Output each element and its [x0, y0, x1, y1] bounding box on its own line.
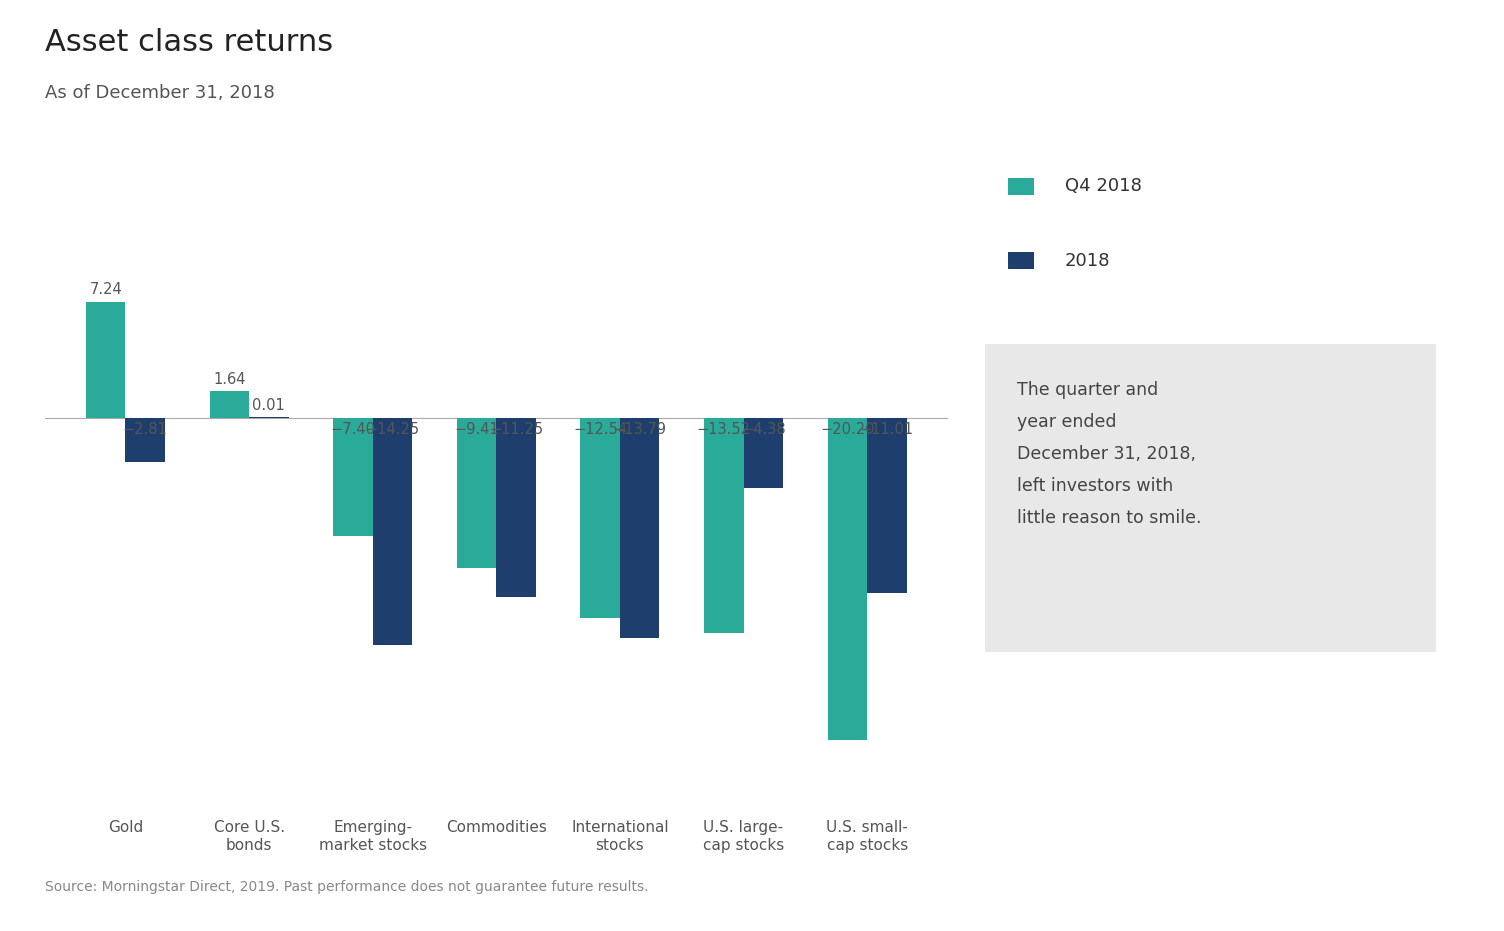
Text: −9.41: −9.41 — [454, 423, 499, 438]
Text: −7.40: −7.40 — [331, 423, 376, 438]
Bar — [334, 418, 373, 535]
Text: 0.01: 0.01 — [253, 398, 286, 412]
Text: 7.24: 7.24 — [89, 282, 122, 297]
Text: −20.20: −20.20 — [820, 423, 875, 438]
Text: −11.01: −11.01 — [860, 423, 914, 438]
Text: 2018: 2018 — [1065, 251, 1110, 270]
Text: As of December 31, 2018: As of December 31, 2018 — [45, 84, 275, 101]
Text: Asset class returns: Asset class returns — [45, 28, 334, 57]
Bar — [373, 418, 412, 645]
Text: 1.64: 1.64 — [214, 371, 245, 386]
Bar — [457, 418, 496, 568]
Text: −11.25: −11.25 — [489, 423, 543, 438]
Text: −13.79: −13.79 — [612, 423, 666, 438]
Text: The quarter and
year ended
December 31, 2018,
left investors with
little reason : The quarter and year ended December 31, … — [1017, 382, 1202, 527]
Text: −4.38: −4.38 — [741, 423, 785, 438]
Text: −12.54: −12.54 — [573, 423, 627, 438]
Bar — [86, 302, 125, 418]
Text: −2.81: −2.81 — [123, 423, 167, 438]
Bar — [125, 418, 165, 463]
Bar — [209, 391, 250, 418]
Bar — [743, 418, 784, 488]
Bar — [704, 418, 743, 633]
Text: Q4 2018: Q4 2018 — [1065, 177, 1142, 196]
Bar — [620, 418, 659, 638]
Bar — [827, 418, 868, 740]
Text: −14.25: −14.25 — [365, 423, 420, 438]
Bar — [581, 418, 620, 618]
Text: −13.52: −13.52 — [696, 423, 750, 438]
Bar — [868, 418, 907, 593]
Text: Source: Morningstar Direct, 2019. Past performance does not guarantee future res: Source: Morningstar Direct, 2019. Past p… — [45, 880, 648, 894]
Bar — [496, 418, 535, 597]
